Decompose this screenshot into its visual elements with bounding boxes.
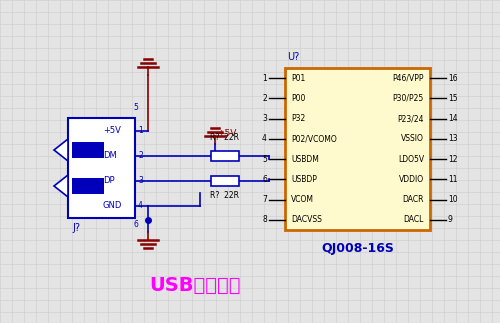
- Text: U?: U?: [287, 52, 299, 62]
- Text: 1: 1: [262, 74, 267, 83]
- Text: 1: 1: [138, 126, 143, 135]
- Text: P32: P32: [291, 114, 305, 123]
- Bar: [72, 142, 104, 158]
- Text: 11: 11: [448, 175, 458, 184]
- Text: 2: 2: [262, 94, 267, 103]
- Text: 9: 9: [448, 215, 453, 224]
- Text: DM: DM: [103, 151, 117, 160]
- Text: GND: GND: [103, 201, 122, 210]
- Text: 2: 2: [138, 151, 143, 160]
- Text: 10: 10: [448, 195, 458, 204]
- Text: +5V: +5V: [103, 126, 120, 135]
- Text: 13: 13: [448, 134, 458, 143]
- Text: J?: J?: [72, 223, 80, 233]
- Text: 12: 12: [448, 155, 458, 164]
- Bar: [211, 175, 239, 185]
- Polygon shape: [54, 175, 68, 197]
- Text: VCOM: VCOM: [291, 195, 314, 204]
- Text: 4: 4: [262, 134, 267, 143]
- Text: +5V: +5V: [217, 129, 236, 138]
- Text: P00: P00: [291, 94, 306, 103]
- Text: VDDIO: VDDIO: [399, 175, 424, 184]
- Text: 5: 5: [262, 155, 267, 164]
- Text: 4: 4: [138, 201, 143, 210]
- Text: 6: 6: [262, 175, 267, 184]
- Text: 16: 16: [448, 74, 458, 83]
- Text: P23/24: P23/24: [398, 114, 424, 123]
- Text: P46/VPP: P46/VPP: [392, 74, 424, 83]
- Bar: [68, 118, 135, 218]
- Text: 8: 8: [262, 215, 267, 224]
- Text: P30/P25: P30/P25: [392, 94, 424, 103]
- Text: USBDM: USBDM: [291, 155, 319, 164]
- Polygon shape: [54, 139, 68, 161]
- Text: 3: 3: [262, 114, 267, 123]
- Bar: [285, 68, 430, 230]
- Text: 15: 15: [448, 94, 458, 103]
- Text: 14: 14: [448, 114, 458, 123]
- Text: P01: P01: [291, 74, 305, 83]
- Text: 6: 6: [133, 220, 138, 229]
- Text: R?  22R: R? 22R: [210, 191, 240, 200]
- Text: 3: 3: [138, 176, 143, 185]
- Text: R?  22R: R? 22R: [210, 132, 240, 141]
- Text: 5: 5: [133, 103, 138, 112]
- Bar: [211, 151, 239, 161]
- Text: P02/VCOMO: P02/VCOMO: [291, 134, 337, 143]
- Text: DACR: DACR: [402, 195, 424, 204]
- Bar: [72, 178, 104, 194]
- Text: USBDP: USBDP: [291, 175, 317, 184]
- Text: DP: DP: [103, 176, 115, 185]
- Text: QJ008-16S: QJ008-16S: [321, 242, 394, 255]
- Text: DACVSS: DACVSS: [291, 215, 322, 224]
- Text: VSSIO: VSSIO: [401, 134, 424, 143]
- Text: USB接口电路: USB接口电路: [149, 276, 241, 295]
- Text: 7: 7: [262, 195, 267, 204]
- Text: LDO5V: LDO5V: [398, 155, 424, 164]
- Text: DACL: DACL: [404, 215, 424, 224]
